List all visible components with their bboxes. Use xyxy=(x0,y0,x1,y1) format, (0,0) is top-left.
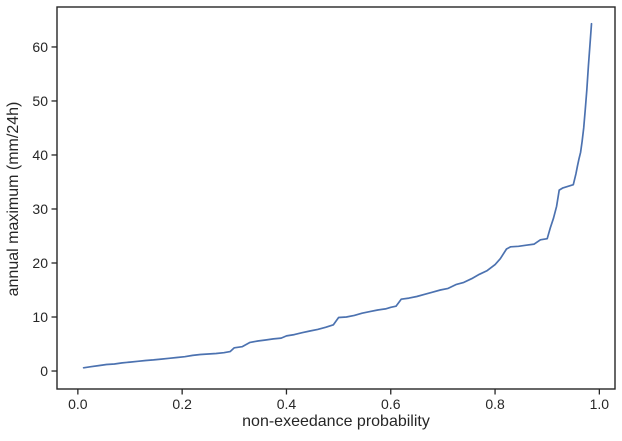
x-tick-label: 0.8 xyxy=(485,396,505,412)
x-tick-label: 1.0 xyxy=(590,396,610,412)
y-tick-label: 10 xyxy=(32,309,48,325)
x-tick-label: 0.4 xyxy=(277,396,297,412)
y-tick-label: 50 xyxy=(32,93,48,109)
y-axis-label: annual maximum (mm/24h) xyxy=(5,101,22,297)
y-tick-label: 30 xyxy=(32,201,48,217)
y-tick-label: 60 xyxy=(32,39,48,55)
y-tick-label: 20 xyxy=(32,255,48,271)
x-tick-label: 0.0 xyxy=(68,396,88,412)
y-tick-label: 0 xyxy=(40,363,48,379)
y-tick-label: 40 xyxy=(32,147,48,163)
plot-area xyxy=(56,6,616,390)
x-tick-label: 0.2 xyxy=(172,396,192,412)
x-axis-label: non-exeedance probability xyxy=(242,413,430,430)
x-tick-label: 0.6 xyxy=(381,396,401,412)
quantile-line xyxy=(82,22,593,369)
